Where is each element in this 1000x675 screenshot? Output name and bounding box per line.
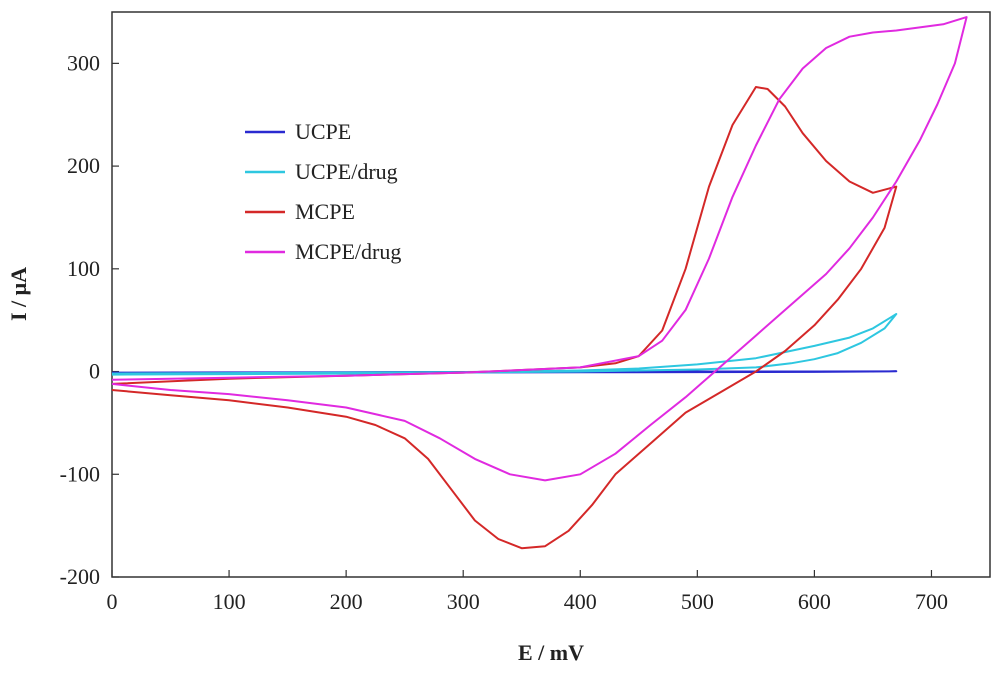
x-axis-title: E / mV [518,640,584,665]
y-tick-label: 200 [67,153,100,178]
y-tick-label: 300 [67,50,100,75]
legend: UCPE UCPE/drug MCPE MCPE/drug [245,119,401,264]
y-tick-label: 0 [89,359,100,384]
plot-frame [111,11,991,578]
x-tick-label: 0 [107,589,118,614]
y-axis-title: I / μA [6,267,31,321]
series-line-2 [111,86,898,550]
y-tick-label: 100 [67,256,100,281]
x-tick-label: 500 [681,589,714,614]
series-line-3 [111,16,968,482]
axis-ticks: 0 100 200 300 400 500 600 700 -200 -100 0 100 200 300 [60,50,948,614]
series-line-1 [111,313,898,376]
x-tick-label: 600 [798,589,831,614]
x-tick-label: 400 [564,589,597,614]
x-tick-label: 300 [447,589,480,614]
y-tick-label: -100 [60,461,100,486]
x-tick-label: 700 [915,589,948,614]
series-group [111,16,968,550]
y-tick-label: -200 [60,564,100,589]
legend-label-2: MCPE [295,199,355,224]
legend-label-3: MCPE/drug [295,239,401,264]
legend-label-0: UCPE [295,119,351,144]
x-tick-label: 200 [330,589,363,614]
legend-label-1: UCPE/drug [295,159,398,184]
x-tick-label: 100 [213,589,246,614]
